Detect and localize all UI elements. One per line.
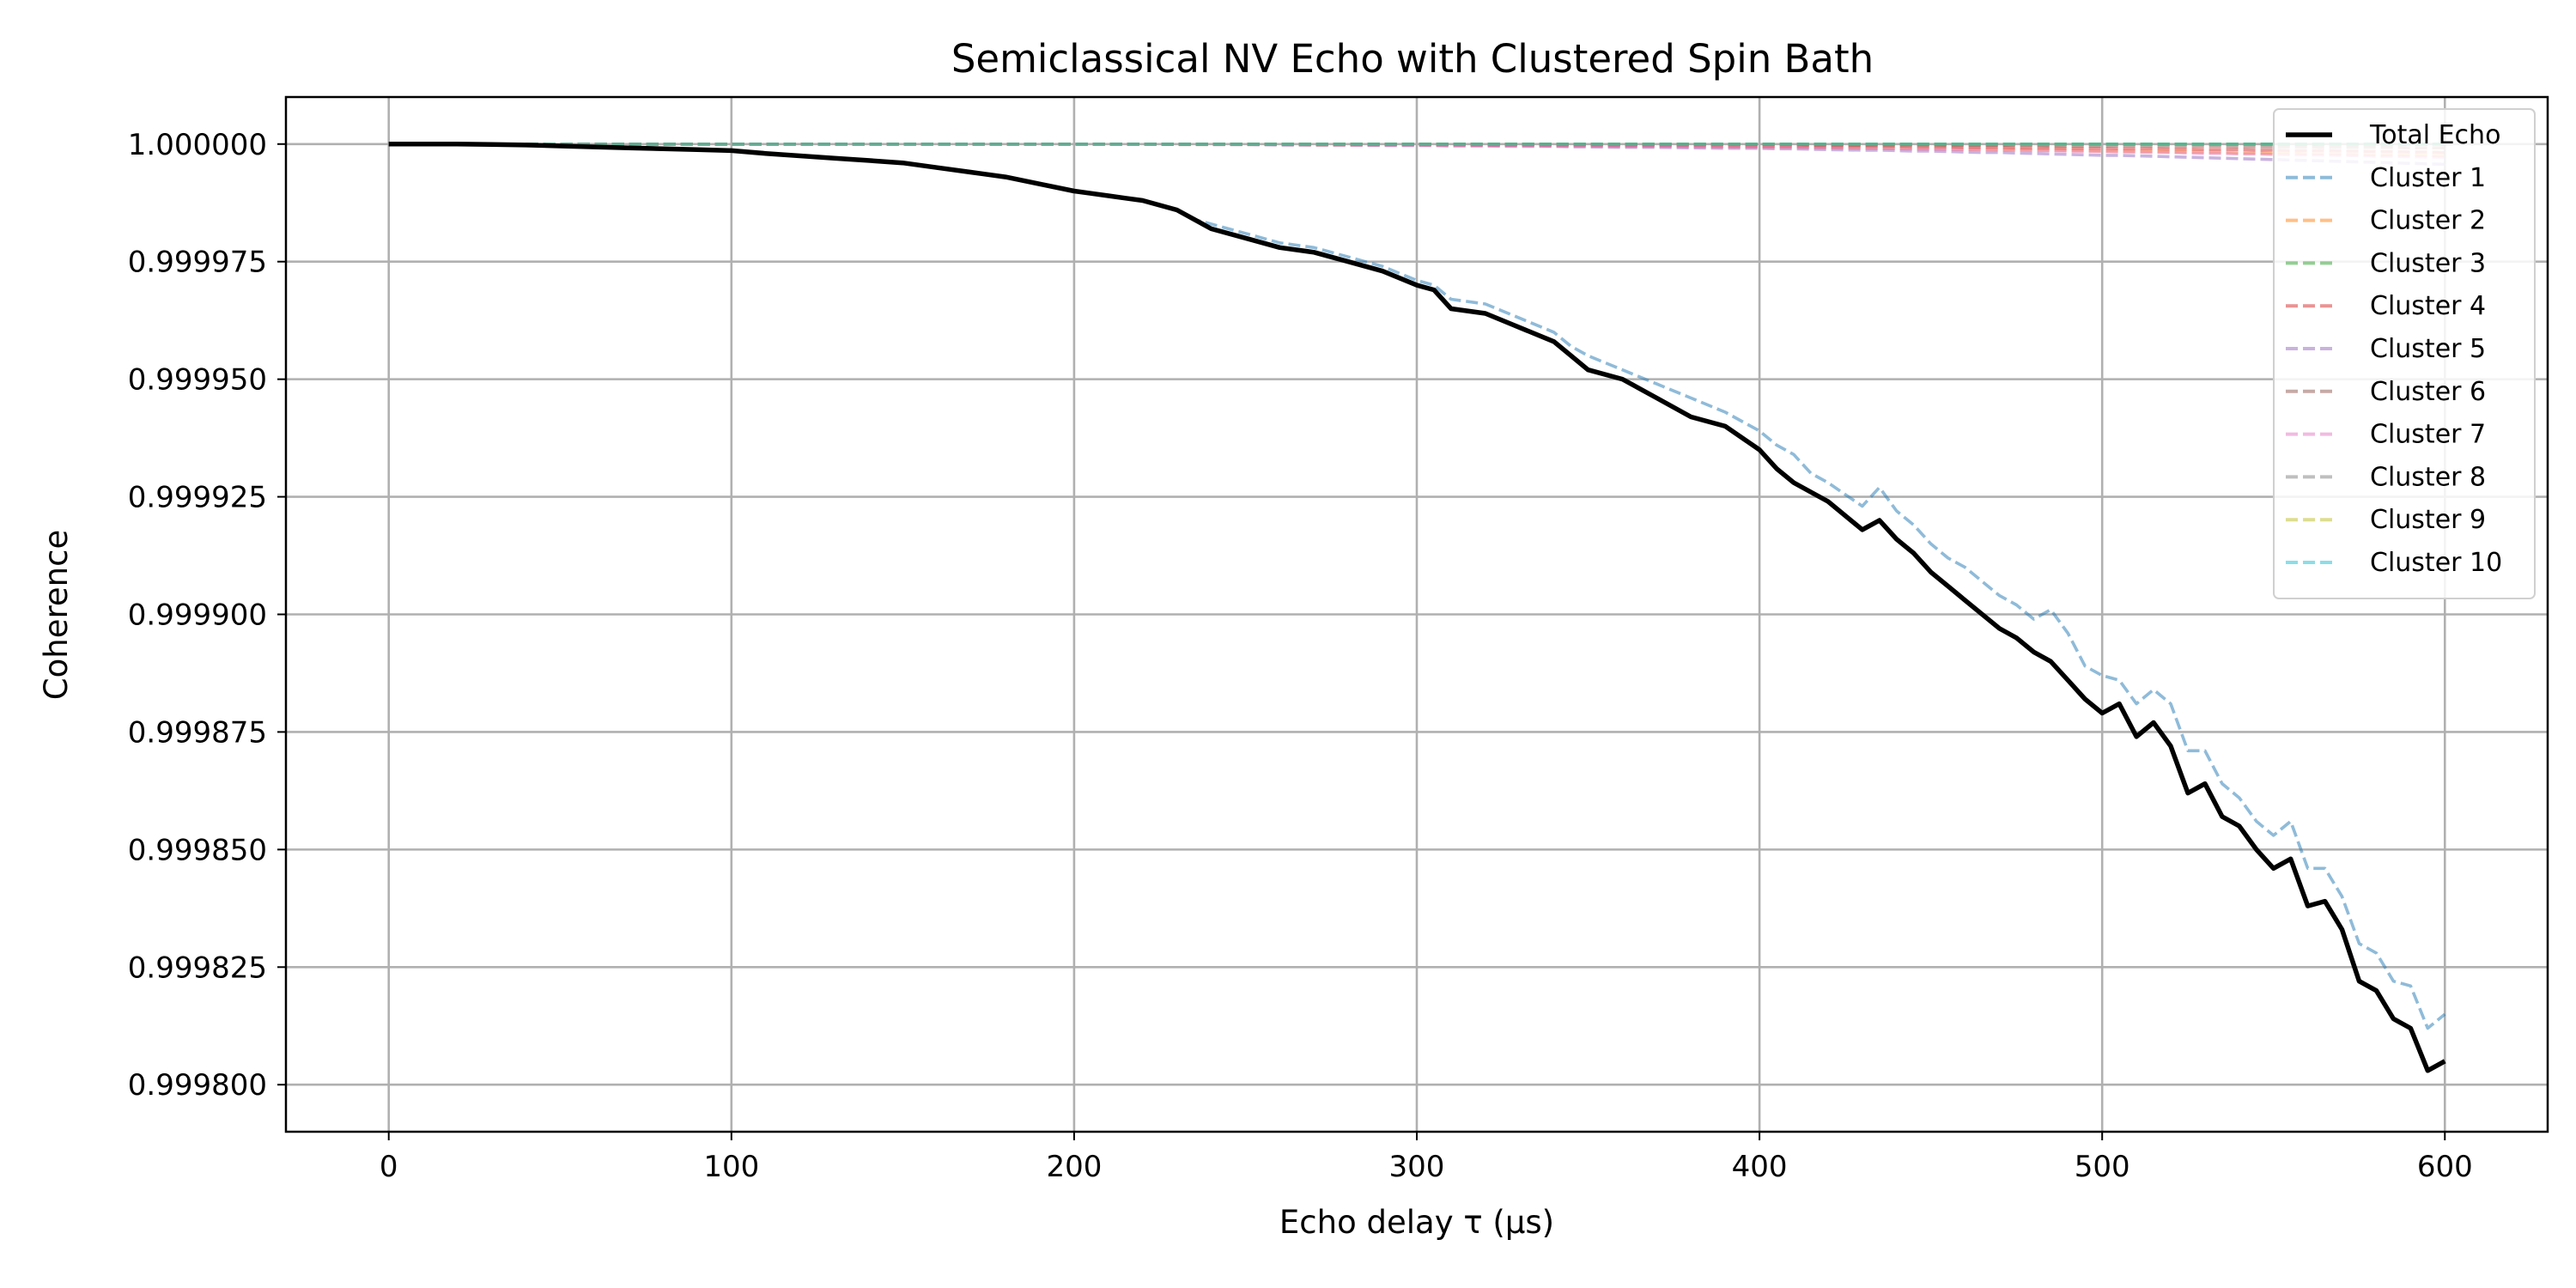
x-tick-label: 300 — [1389, 1150, 1445, 1184]
x-tick-label: 100 — [703, 1150, 759, 1184]
x-tick-label: 600 — [2417, 1150, 2473, 1184]
legend: Total Echo Cluster 1 Cluster 2 Cluster 3 Clu… — [2273, 108, 2536, 599]
x-tick-label: 200 — [1046, 1150, 1102, 1184]
legend-label-cluster-8: Cluster 8 — [2370, 462, 2486, 492]
legend-label-cluster-3: Cluster 3 — [2370, 248, 2486, 278]
legend-label-cluster-1: Cluster 1 — [2370, 163, 2486, 193]
legend-label-cluster-2: Cluster 2 — [2370, 206, 2486, 236]
legend-label-cluster-10: Cluster 10 — [2370, 548, 2502, 578]
legend-label-cluster-9: Cluster 9 — [2370, 505, 2486, 535]
series-lines — [388, 142, 2446, 1073]
y-tick-label: 0.999800 — [128, 1068, 267, 1103]
x-tick-label: 400 — [1732, 1150, 1788, 1184]
legend-label-total-echo: Total Echo — [2369, 120, 2500, 150]
y-axis-label: Coherence — [38, 530, 75, 700]
legend-box — [2273, 108, 2536, 599]
grid-lines — [286, 97, 2548, 1132]
x-tick-label: 0 — [380, 1150, 398, 1184]
y-tick-label: 0.999825 — [128, 951, 267, 985]
x-tick-label: 500 — [2075, 1150, 2130, 1184]
y-tick-label: 0.999850 — [128, 833, 267, 867]
y-tick-label: 1.000000 — [128, 128, 267, 162]
legend-label-cluster-6: Cluster 6 — [2370, 377, 2486, 407]
y-tick-label: 0.999925 — [128, 481, 267, 515]
chart-title: Semiclassical NV Echo with Clustered Spi… — [951, 36, 1874, 82]
y-tick-label: 0.999900 — [128, 598, 267, 633]
y-tick-label: 0.999950 — [128, 363, 267, 398]
series-line-total-echo — [388, 142, 2446, 1073]
y-tick-label: 0.999975 — [128, 246, 267, 280]
legend-label-cluster-5: Cluster 5 — [2370, 334, 2486, 364]
legend-label-cluster-7: Cluster 7 — [2370, 420, 2486, 450]
legend-label-cluster-4: Cluster 4 — [2370, 291, 2486, 321]
y-tick-label: 0.999875 — [128, 715, 267, 750]
x-axis-label: Echo delay τ (μs) — [1279, 1204, 1554, 1241]
x-axis: 0 100 200 300 400 500 600 — [380, 1132, 2473, 1184]
y-axis: 0.999800 0.999825 0.999850 0.999875 0.999900… — [128, 128, 286, 1103]
